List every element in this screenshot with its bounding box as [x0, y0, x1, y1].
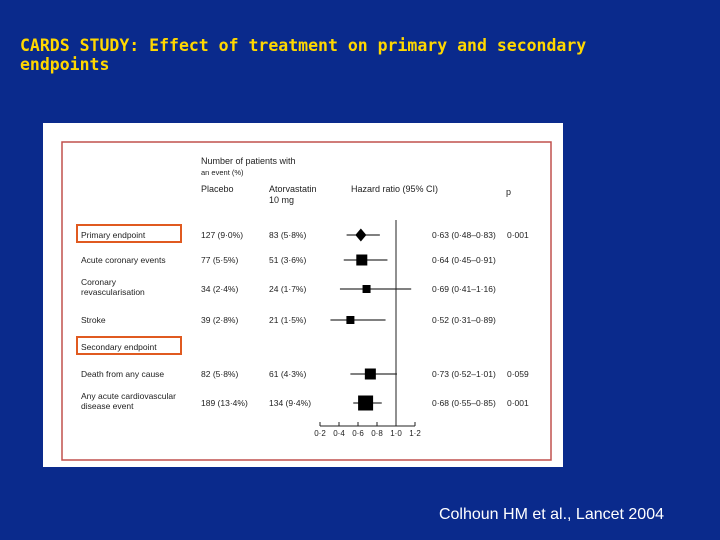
slide-title: CARDS STUDY: Effect of treatment on prim…	[20, 36, 700, 74]
header-p: p	[506, 187, 511, 197]
figure-frame	[61, 141, 552, 461]
row-label: Stroke	[81, 315, 106, 325]
hazard-ratio-value: 0·69 (0·41–1·16)	[432, 284, 496, 294]
header-n-events-line1: Number of patients with	[201, 156, 296, 166]
row-label: Any acute cardiovascular	[81, 391, 176, 401]
point-estimate-square	[358, 395, 374, 411]
forest-plot: Number of patients with an event (%) Pla…	[61, 141, 552, 461]
point-estimate-diamond	[355, 228, 367, 242]
forest-plot-figure: Number of patients with an event (%) Pla…	[43, 123, 563, 467]
atorvastatin-value: 134 (9·4%)	[269, 398, 311, 408]
header-atorvastatin-line1: Atorvastatin	[269, 184, 317, 194]
hazard-ratio-value: 0·68 (0·55–0·85)	[432, 398, 496, 408]
row-label: Acute coronary events	[81, 255, 166, 265]
atorvastatin-value: 83 (5·8%)	[269, 230, 306, 240]
forest-row: Primary endpoint 127 (9·0%) 83 (5·8%) 0·63 …	[76, 224, 529, 243]
placebo-value: 127 (9·0%)	[201, 230, 243, 240]
forest-row: Secondary endpoint	[76, 336, 182, 355]
slide-title-line1: CARDS STUDY: Effect of treatment on prim…	[20, 36, 587, 55]
row-label: Death from any cause	[81, 369, 164, 379]
header-atorvastatin-line2: 10 mg	[269, 195, 294, 205]
row-label: Coronary	[81, 277, 117, 287]
hazard-ratio-value: 0·64 (0·45–0·91)	[432, 255, 496, 265]
forest-rows: Primary endpoint 127 (9·0%) 83 (5·8%) 0·63 …	[76, 224, 529, 411]
x-axis-tick-label: 0·4	[333, 429, 345, 438]
point-estimate-square	[364, 368, 376, 380]
forest-row: Death from any cause 82 (5·8%) 61 (4·3%) 0·…	[81, 368, 529, 380]
endpoint-highlight-box	[76, 224, 182, 243]
hazard-ratio-value: 0·63 (0·48–0·83)	[432, 230, 496, 240]
placebo-value: 189 (13·4%)	[201, 398, 248, 408]
endpoint-highlight-box	[76, 336, 182, 355]
row-label: Primary endpoint	[81, 230, 146, 240]
placebo-value: 39 (2·8%)	[201, 315, 238, 325]
x-axis-tick-label: 1·0	[390, 429, 402, 438]
point-estimate-square	[362, 285, 371, 293]
citation: Colhoun HM et al., Lancet 2004	[438, 506, 664, 523]
slide-title-line2: endpoints	[20, 55, 110, 74]
header-hazard-ratio: Hazard ratio (95% CI)	[351, 184, 438, 194]
row-label: Secondary endpoint	[81, 342, 157, 352]
atorvastatin-value: 21 (1·5%)	[269, 315, 306, 325]
row-label: revascularisation	[81, 287, 145, 297]
x-axis-tick-label: 0·2	[314, 429, 326, 438]
hazard-ratio-value: 0·73 (0·52–1·01)	[432, 369, 496, 379]
hazard-ratio-value: 0·52 (0·31–0·89)	[432, 315, 496, 325]
x-axis-tick-label: 1·2	[409, 429, 421, 438]
row-label: disease event	[81, 401, 134, 411]
p-value: 0·059	[507, 369, 529, 379]
header-placebo: Placebo	[201, 184, 234, 194]
atorvastatin-value: 24 (1·7%)	[269, 284, 306, 294]
atorvastatin-value: 51 (3·6%)	[269, 255, 306, 265]
point-estimate-square	[346, 316, 355, 324]
forest-row: Stroke 39 (2·8%) 21 (1·5%) 0·52 (0·31–0·89)	[81, 315, 496, 325]
forest-row: Acute coronary events 77 (5·5%) 51 (3·6%) 0…	[81, 254, 496, 266]
x-axis-tick-label: 0·6	[352, 429, 364, 438]
point-estimate-square	[356, 254, 368, 266]
atorvastatin-value: 61 (4·3%)	[269, 369, 306, 379]
placebo-value: 34 (2·4%)	[201, 284, 238, 294]
header-n-events-line2: an event (%)	[201, 168, 244, 177]
x-axis-tick-label: 0·8	[371, 429, 383, 438]
p-value: 0·001	[507, 230, 529, 240]
placebo-value: 77 (5·5%)	[201, 255, 238, 265]
p-value: 0·001	[507, 398, 529, 408]
placebo-value: 82 (5·8%)	[201, 369, 238, 379]
x-axis: 0·2 0·4 0·6 0·8 1·0 1·2	[314, 220, 421, 438]
